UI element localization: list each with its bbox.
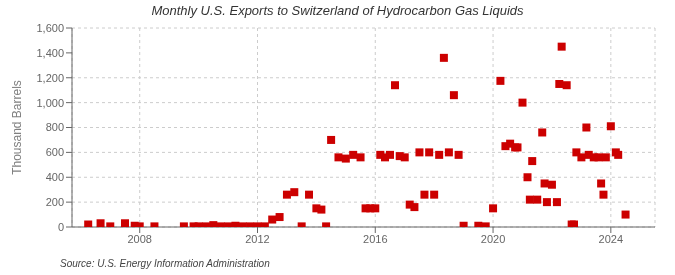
- svg-text:2012: 2012: [245, 233, 269, 245]
- svg-text:400: 400: [46, 171, 64, 183]
- svg-text:2016: 2016: [363, 233, 387, 245]
- svg-text:2024: 2024: [599, 233, 623, 245]
- svg-text:1,600: 1,600: [36, 22, 64, 34]
- svg-text:800: 800: [46, 121, 64, 133]
- svg-text:200: 200: [46, 196, 64, 208]
- svg-text:1,400: 1,400: [36, 47, 64, 59]
- svg-text:600: 600: [46, 146, 64, 158]
- svg-text:2008: 2008: [127, 233, 151, 245]
- svg-text:1,200: 1,200: [36, 72, 64, 84]
- html-text:Monthly U.S. Exports to Switze: Monthly U.S. Exports to Switzerland of H…: [151, 3, 524, 18]
- html-text:Source: U.S. Energy Informatio: Source: U.S. Energy Information Administ…: [60, 258, 270, 269]
- svg-text:0: 0: [58, 221, 64, 233]
- svg-text:Thousand Barrels: Thousand Barrels: [10, 80, 24, 175]
- svg-text:2020: 2020: [481, 233, 505, 245]
- svg-text:1,000: 1,000: [36, 97, 64, 109]
